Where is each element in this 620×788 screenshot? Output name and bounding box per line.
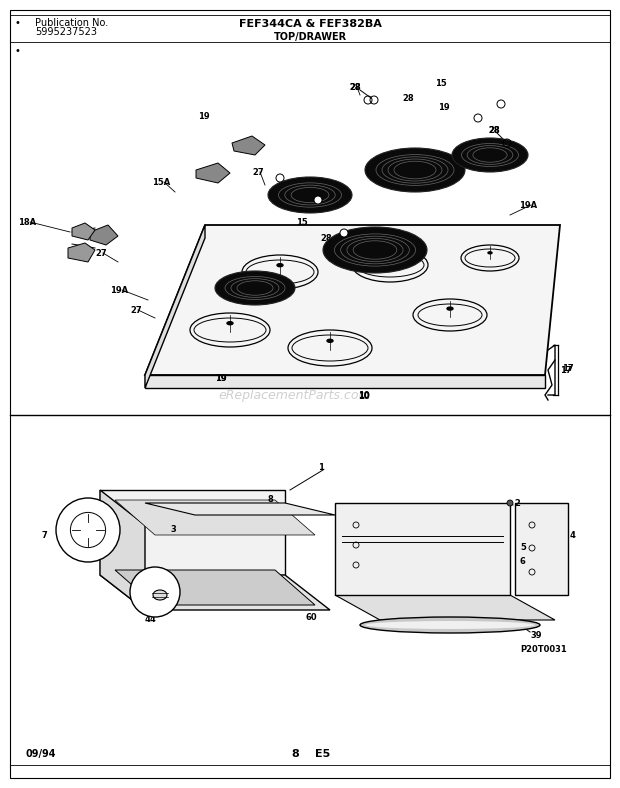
Text: 5995237523: 5995237523 [35, 27, 97, 37]
Polygon shape [515, 503, 568, 595]
Circle shape [276, 174, 284, 182]
Text: •: • [14, 18, 20, 28]
Text: 44: 44 [144, 615, 156, 625]
Text: 28: 28 [320, 233, 332, 243]
Ellipse shape [365, 148, 465, 192]
Text: 19: 19 [438, 102, 450, 111]
Polygon shape [100, 575, 330, 610]
Polygon shape [145, 225, 205, 388]
Ellipse shape [323, 227, 427, 273]
Polygon shape [115, 570, 315, 605]
Ellipse shape [387, 257, 393, 260]
Text: 15A: 15A [152, 177, 171, 187]
Text: 4: 4 [570, 530, 576, 540]
Text: 3: 3 [170, 526, 175, 534]
Text: D: D [142, 583, 149, 593]
Text: 7: 7 [42, 530, 48, 540]
Text: 19: 19 [215, 374, 227, 382]
Ellipse shape [452, 138, 528, 172]
Polygon shape [98, 538, 110, 548]
Ellipse shape [215, 271, 295, 305]
Ellipse shape [153, 590, 167, 600]
Polygon shape [100, 490, 285, 575]
Text: 17: 17 [560, 366, 572, 374]
Text: •: • [14, 46, 20, 56]
Polygon shape [68, 243, 95, 262]
Ellipse shape [488, 252, 492, 254]
Text: 8: 8 [267, 495, 273, 504]
Polygon shape [145, 375, 545, 388]
Polygon shape [232, 136, 265, 155]
Polygon shape [100, 490, 145, 610]
Polygon shape [145, 503, 335, 515]
Text: 60: 60 [305, 614, 317, 623]
Text: 1: 1 [318, 463, 324, 471]
Polygon shape [196, 163, 230, 183]
Polygon shape [90, 225, 118, 245]
Text: P20T0031: P20T0031 [520, 645, 567, 655]
Text: 39: 39 [530, 630, 541, 640]
Text: 10: 10 [358, 392, 370, 400]
Text: TOP/DRAWER: TOP/DRAWER [273, 32, 347, 42]
Ellipse shape [365, 621, 535, 629]
Text: 27: 27 [365, 243, 376, 252]
Polygon shape [115, 500, 315, 535]
Text: 15A: 15A [498, 140, 516, 150]
Text: 5: 5 [520, 544, 526, 552]
Circle shape [497, 100, 505, 108]
Text: 19A: 19A [110, 285, 128, 295]
Text: 28: 28 [488, 125, 500, 135]
Text: 15: 15 [296, 217, 308, 226]
Text: Publication No.: Publication No. [35, 18, 108, 28]
Circle shape [474, 114, 482, 122]
Ellipse shape [277, 264, 283, 266]
Text: 15: 15 [435, 79, 447, 87]
Circle shape [130, 567, 180, 617]
Text: eReplacementParts.com: eReplacementParts.com [219, 388, 371, 402]
Circle shape [507, 500, 513, 506]
Text: 8: 8 [291, 749, 299, 759]
Text: 10: 10 [358, 391, 370, 400]
Text: 28: 28 [402, 94, 414, 102]
Circle shape [56, 498, 120, 562]
Ellipse shape [227, 322, 233, 325]
Polygon shape [72, 223, 95, 240]
Ellipse shape [447, 307, 453, 310]
Polygon shape [335, 503, 510, 595]
Text: 28: 28 [349, 83, 361, 91]
Text: 18A: 18A [18, 217, 36, 226]
Text: 17: 17 [562, 363, 574, 373]
Ellipse shape [327, 340, 333, 342]
Text: 28: 28 [488, 125, 500, 135]
Ellipse shape [268, 177, 352, 213]
Text: 09/94: 09/94 [25, 749, 56, 759]
Ellipse shape [360, 617, 540, 633]
Text: 27: 27 [252, 168, 264, 177]
Circle shape [314, 196, 322, 204]
Text: 19A: 19A [519, 200, 537, 210]
Polygon shape [145, 225, 560, 375]
Text: 27: 27 [95, 248, 107, 258]
Text: 2: 2 [514, 499, 520, 507]
Text: 28: 28 [349, 83, 361, 91]
Text: E5: E5 [315, 749, 330, 759]
Text: 27: 27 [130, 306, 141, 314]
Text: 19: 19 [198, 111, 210, 121]
Polygon shape [335, 595, 555, 620]
Text: FEF344CA & FEF382BA: FEF344CA & FEF382BA [239, 19, 381, 29]
Circle shape [340, 229, 348, 237]
Text: 19: 19 [215, 374, 227, 382]
Text: 6: 6 [520, 557, 526, 567]
